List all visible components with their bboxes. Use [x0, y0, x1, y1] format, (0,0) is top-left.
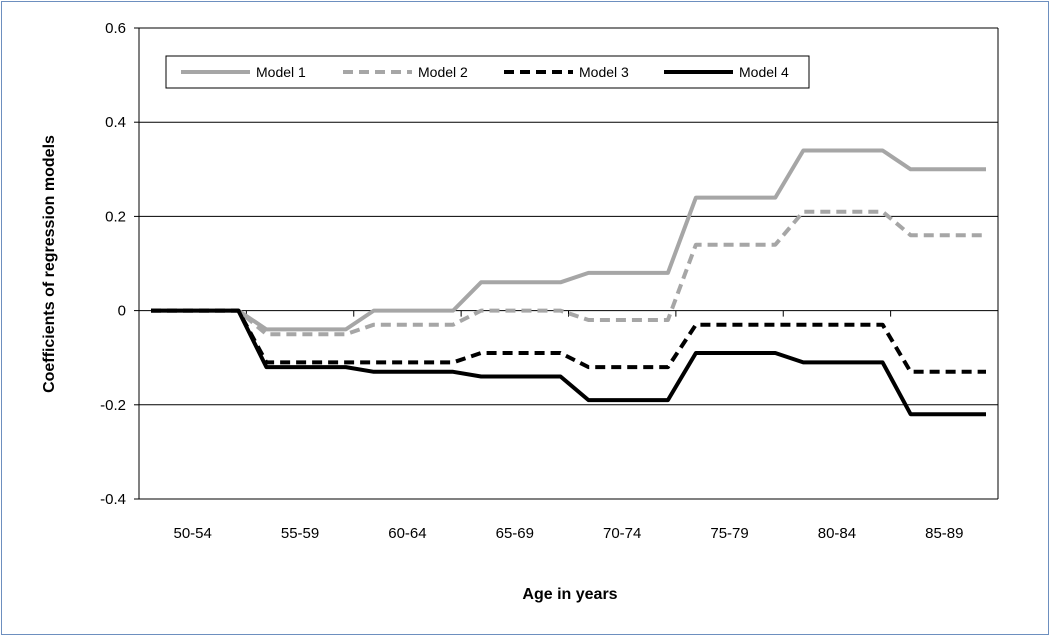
- y-tick-label: 0.4: [105, 114, 126, 131]
- series-line-model-3: [151, 308, 986, 374]
- x-tick-label: 75-79: [710, 525, 748, 542]
- series-lines: [151, 148, 986, 417]
- gridlines: [139, 27, 998, 500]
- tick-labels: 0.6 0.4 0.2 0 -0.2 -0.4 50-54 55-59 60-64 65-69 70…: [100, 20, 963, 542]
- y-tick-label: 0.6: [105, 20, 126, 37]
- legend-label-model-3: Model 3: [579, 64, 629, 80]
- series-line-model-2: [151, 209, 986, 337]
- series-line-model-4: [151, 308, 986, 417]
- legend-label-model-1: Model 1: [256, 64, 306, 80]
- y-tick-label: 0: [118, 303, 126, 320]
- x-tick-label: 80-84: [818, 525, 856, 542]
- series-line-model-1: [151, 148, 986, 332]
- x-axis-title: Age in years: [522, 586, 617, 603]
- y-tick-label: 0.2: [105, 208, 126, 225]
- axes: [134, 27, 999, 500]
- x-tick-label: 85-89: [925, 525, 963, 542]
- x-tick-label: 50-54: [174, 525, 212, 542]
- legend-label-model-4: Model 4: [739, 64, 789, 80]
- y-tick-label: -0.2: [100, 397, 126, 414]
- y-axis-title: Coefficients of regression models: [41, 135, 58, 393]
- legend: Model 1 Model 2 Model 3 Model 4: [165, 55, 810, 89]
- x-tick-label: 65-69: [496, 525, 534, 542]
- x-tick-label: 70-74: [603, 525, 641, 542]
- y-tick-label: -0.4: [100, 491, 126, 508]
- x-tick-label: 60-64: [388, 525, 426, 542]
- legend-label-model-2: Model 2: [418, 64, 468, 80]
- x-tick-label: 55-59: [281, 525, 319, 542]
